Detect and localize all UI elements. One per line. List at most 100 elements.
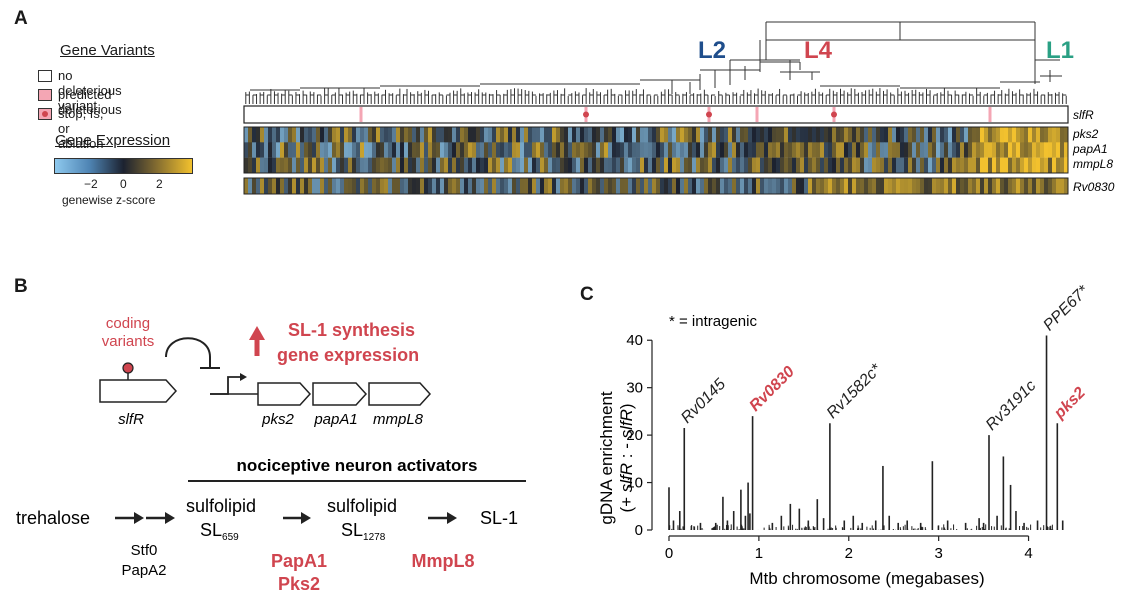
expression-cell — [388, 142, 393, 158]
rv0830-cell — [448, 178, 453, 194]
expression-cell — [988, 142, 993, 158]
peak-label: Rv0830 — [746, 363, 798, 415]
expression-cell — [392, 127, 397, 143]
expression-cell — [332, 127, 337, 143]
expression-cell — [624, 127, 629, 143]
expression-cell — [856, 127, 861, 143]
rv0830-cell — [520, 178, 525, 194]
expression-cell — [412, 157, 417, 174]
x-tick-label: 2 — [845, 545, 853, 562]
expression-cell — [540, 127, 545, 143]
rv0830-cell — [868, 178, 873, 194]
expression-cell — [600, 157, 605, 174]
expression-cell — [760, 142, 765, 158]
expression-cell — [868, 142, 873, 158]
expression-cell — [656, 142, 661, 158]
rv0830-cell — [968, 178, 973, 194]
expression-cell — [976, 142, 981, 158]
panel-c-label: C — [580, 284, 594, 305]
rv0830-cell — [764, 178, 769, 194]
expression-cell — [744, 127, 749, 143]
expression-cell — [588, 127, 593, 143]
expression-cell — [640, 127, 645, 143]
expression-cell — [704, 127, 709, 143]
expression-cell — [404, 157, 409, 174]
expression-cell — [824, 157, 829, 174]
expression-cell — [932, 142, 937, 158]
rv0830-cell — [952, 178, 957, 194]
expression-cell — [684, 157, 689, 174]
expression-cell — [884, 127, 889, 143]
expression-cell — [520, 127, 525, 143]
row-label-mmpl8: mmpL8 — [1073, 157, 1113, 171]
expression-cell — [336, 157, 341, 174]
expression-cell — [328, 127, 333, 143]
expression-cell — [1020, 142, 1025, 158]
expression-cell — [1000, 142, 1005, 158]
expression-cell — [584, 157, 589, 174]
expression-cell — [356, 157, 361, 174]
lineage-label-l2: L2 — [698, 37, 726, 64]
rv0830-cell — [504, 178, 509, 194]
expression-cell — [636, 127, 641, 143]
expression-cell — [940, 127, 945, 143]
rv0830-cell — [428, 178, 433, 194]
rv0830-cell — [684, 178, 689, 194]
expression-cell — [488, 157, 493, 174]
expression-cell — [292, 127, 297, 143]
expression-cell — [980, 157, 985, 174]
expression-cell — [636, 142, 641, 158]
rv0830-cell — [252, 178, 257, 194]
expression-cell — [960, 127, 965, 143]
expression-cell — [1024, 142, 1029, 158]
expression-cell — [572, 157, 577, 174]
expression-cell — [596, 157, 601, 174]
expression-cell — [652, 142, 657, 158]
rv0830-cell — [780, 178, 785, 194]
expression-cell — [1004, 157, 1009, 174]
expression-cell — [616, 142, 621, 158]
arrow-2-head-icon — [301, 512, 311, 524]
colorbar-tick-0: 0 — [120, 177, 127, 191]
panel-a-label: A — [14, 8, 28, 29]
swatch-pink — [38, 89, 52, 101]
mmpl8-enzyme: MmpL8 — [412, 551, 475, 571]
colorbar-label: genewise z-score — [62, 193, 156, 207]
expression-cell — [736, 127, 741, 143]
rv0830-cell — [924, 178, 929, 194]
expression-cell — [1060, 157, 1065, 174]
rv0830-cell — [512, 178, 517, 194]
expression-cell — [828, 142, 833, 158]
expression-cell — [648, 142, 653, 158]
stf0-label: Stf0 — [131, 542, 158, 559]
expression-cell — [780, 157, 785, 174]
expression-cell — [768, 142, 773, 158]
rv0830-cell — [816, 178, 821, 194]
expression-cell — [276, 127, 281, 143]
pks2-gene-arrow — [257, 382, 312, 406]
expression-cell — [516, 142, 521, 158]
expression-cell — [440, 157, 445, 174]
expression-cell — [648, 127, 653, 143]
expression-cell — [752, 142, 757, 158]
expression-cell — [292, 142, 297, 158]
expression-cell — [496, 127, 501, 143]
expression-cell — [412, 127, 417, 143]
expression-cell — [980, 142, 985, 158]
expression-cell — [300, 157, 305, 174]
expression-cell — [380, 127, 385, 143]
expression-cell — [368, 157, 373, 174]
expression-cell — [948, 142, 953, 158]
expression-cell — [632, 127, 637, 143]
expression-cell — [552, 142, 557, 158]
expression-cell — [724, 127, 729, 143]
expression-cell — [300, 127, 305, 143]
expression-cell — [428, 127, 433, 143]
rv0830-cell — [668, 178, 673, 194]
expression-cell — [648, 157, 653, 174]
expression-cell — [588, 157, 593, 174]
expression-cell — [272, 127, 277, 143]
rv0830-cell — [472, 178, 477, 194]
expression-cell — [620, 157, 625, 174]
expression-cell — [744, 157, 749, 174]
